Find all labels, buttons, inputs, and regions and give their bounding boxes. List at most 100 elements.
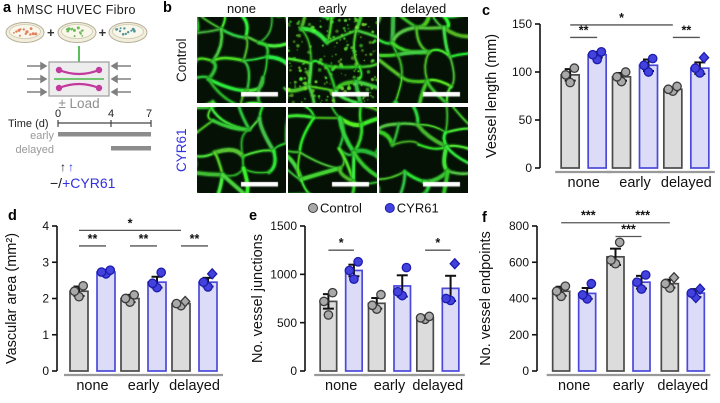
significance-stars: * xyxy=(619,11,624,25)
data-point xyxy=(686,288,697,298)
cell-colony-dot xyxy=(70,27,73,30)
bar-cyr61-none xyxy=(577,292,597,372)
bar-control-none xyxy=(69,290,89,372)
y-tick-label: 0 xyxy=(290,364,297,378)
y-axis-title: Vessel length (mm) xyxy=(484,34,500,158)
y-tick-label: 2 xyxy=(42,292,49,306)
cell-colony-dot xyxy=(18,34,21,37)
data-point xyxy=(147,278,158,289)
data-point xyxy=(632,277,642,288)
y-tick-label: 100 xyxy=(512,65,532,79)
microscopy-image-control-early xyxy=(288,17,377,103)
data-point xyxy=(612,71,622,82)
data-point xyxy=(614,237,625,248)
bar-control-delayed xyxy=(415,316,435,372)
bar-control-delayed xyxy=(662,88,683,169)
data-point-diamond xyxy=(698,51,710,64)
data-point-diamond xyxy=(694,283,706,296)
cell-types-title: hMSC HUVEC Fibro xyxy=(17,3,136,17)
dosing-arrow-black: ↑ xyxy=(60,160,66,174)
significance-stars: ** xyxy=(88,232,98,246)
column-header-early: early xyxy=(318,1,347,16)
cell-colony-dot xyxy=(116,28,119,30)
data-point xyxy=(392,286,403,297)
panel-e-label: e xyxy=(249,208,258,224)
significance-stars: ** xyxy=(681,23,691,37)
panel-d-label: d xyxy=(8,208,17,224)
panel-f-label: f xyxy=(482,210,487,226)
early-regimen-bar xyxy=(58,132,151,137)
bar-cyr61-delayed xyxy=(689,67,710,169)
dosing-arrow-blue: ↑ xyxy=(68,160,74,174)
cell-colony-dot xyxy=(131,27,135,31)
cell-colony-dot xyxy=(124,32,128,35)
microscopy-image-cyr61-none xyxy=(197,107,286,193)
bar-cyr61-early xyxy=(147,281,167,372)
cell-colony-dot xyxy=(130,29,133,32)
bar-cyr61-none xyxy=(344,269,364,372)
data-point xyxy=(401,262,412,273)
cell-colony-dot xyxy=(81,29,84,32)
data-point xyxy=(672,81,682,92)
delayed-regimen-bar xyxy=(111,146,151,151)
category-label-early: early xyxy=(374,378,406,394)
row-label-control: Control xyxy=(174,38,189,82)
panel-b-label: b xyxy=(163,0,172,16)
bar-cyr61-none xyxy=(96,271,116,372)
data-point xyxy=(560,70,571,80)
data-point xyxy=(349,274,359,285)
hmsc-dish-icon xyxy=(5,22,45,43)
cell-colony-dot xyxy=(66,27,71,31)
data-point xyxy=(327,287,338,298)
panel-a: a hMSC HUVEC Fibro + + xyxy=(0,0,160,196)
y-tick-label: 800 xyxy=(509,219,529,233)
time-tick-label-7: 7 xyxy=(146,108,152,120)
data-point xyxy=(69,286,80,297)
microscopy-image-cyr61-delayed xyxy=(379,107,468,193)
huvec-dish-icon xyxy=(57,22,97,43)
legend-dot-cyr61 xyxy=(384,203,395,213)
data-point xyxy=(647,53,658,64)
y-tick-label: 50 xyxy=(519,113,533,127)
column-header-delayed: delayed xyxy=(400,1,447,16)
petri-dish-row: + + xyxy=(5,21,148,44)
cell-colony-dot xyxy=(29,33,32,36)
category-label-delayed: delayed xyxy=(661,175,712,191)
plus-sign: + xyxy=(98,25,107,40)
data-point-diamond xyxy=(449,257,461,270)
bar-control-early xyxy=(606,255,625,372)
microfluidic-device-diagram xyxy=(27,46,131,97)
bar-cyr61-none xyxy=(587,53,608,169)
y-tick-label: 0 xyxy=(525,161,532,175)
data-point xyxy=(323,310,334,320)
data-point xyxy=(560,281,571,292)
plus-sign: + xyxy=(47,25,55,40)
cell-colony-dot xyxy=(80,35,83,37)
category-label-early: early xyxy=(619,175,651,191)
bar-control-none xyxy=(551,290,571,372)
cell-colony-dot xyxy=(123,27,126,30)
data-point xyxy=(643,67,654,77)
cell-colony-dot xyxy=(15,30,18,33)
data-point xyxy=(690,63,701,74)
load-arrows-right xyxy=(110,61,131,97)
cell-colony-dot xyxy=(119,27,122,30)
cell-colony-dot xyxy=(127,31,130,34)
bar-cyr61-delayed xyxy=(198,281,218,372)
vessel-length-chart: 0 50 100 150 Vessel length (mm) none early dela… xyxy=(484,11,715,191)
cell-colony-dot xyxy=(34,32,38,36)
device-port xyxy=(95,66,103,74)
row-label-cyr61: CYR61 xyxy=(174,128,189,172)
data-point xyxy=(376,289,386,300)
load-arrows-left xyxy=(27,61,48,97)
data-point xyxy=(620,67,631,77)
category-label-early: early xyxy=(613,378,645,394)
data-point xyxy=(660,278,671,289)
bar-control-delayed xyxy=(660,282,680,372)
category-label-early: early xyxy=(128,378,160,394)
significance-stars: ** xyxy=(139,232,149,246)
data-point xyxy=(367,300,378,311)
cell-colony-dot xyxy=(72,28,76,32)
y-axis-title: No. vessel endpoints xyxy=(478,231,494,366)
